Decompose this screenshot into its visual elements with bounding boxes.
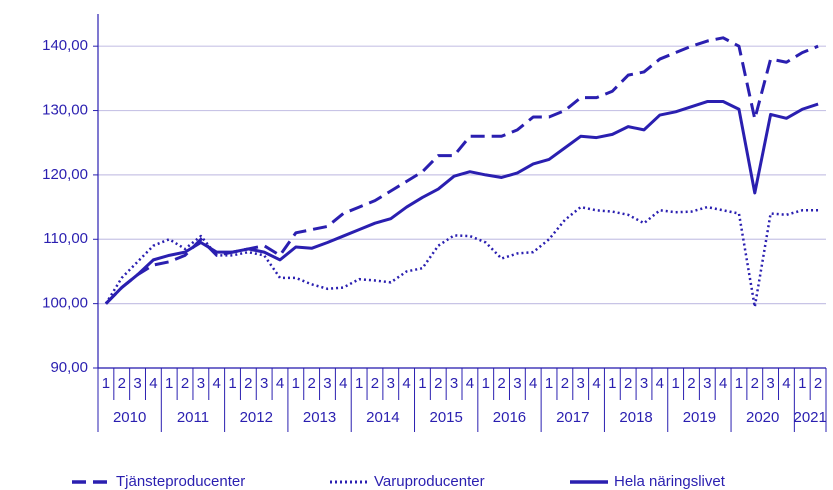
x-tick-label: 3	[577, 375, 585, 392]
x-tick-label: 3	[513, 375, 521, 392]
x-tick-label: 2	[751, 375, 759, 392]
series-line	[104, 36, 819, 305]
x-tick-label: 3	[260, 375, 268, 392]
series-line	[104, 100, 819, 305]
y-tick-label: 140,00	[42, 37, 88, 54]
year-label: 2010	[113, 409, 146, 426]
x-tick-label: 1	[545, 375, 553, 392]
year-label: 2012	[240, 409, 273, 426]
x-tick-label: 4	[402, 375, 410, 392]
x-tick-label: 2	[307, 375, 315, 392]
x-tick-label: 3	[197, 375, 205, 392]
x-tick-label: 3	[133, 375, 141, 392]
y-tick-label: 110,00	[43, 230, 88, 247]
x-tick-label: 2	[371, 375, 379, 392]
year-label: 2018	[619, 409, 652, 426]
x-tick-label: 2	[814, 375, 822, 392]
x-tick-label: 1	[482, 375, 490, 392]
year-label: 2016	[493, 409, 526, 426]
x-tick-label: 1	[671, 375, 679, 392]
x-tick-label: 4	[782, 375, 790, 392]
year-label: 2017	[556, 409, 589, 426]
x-tick-label: 2	[244, 375, 252, 392]
x-tick-label: 3	[703, 375, 711, 392]
x-tick-label: 2	[118, 375, 126, 392]
year-label: 2021	[793, 409, 826, 426]
x-tick-label: 4	[149, 375, 157, 392]
y-tick-label: 90,00	[50, 359, 88, 376]
x-tick-label: 4	[529, 375, 537, 392]
x-tick-label: 2	[181, 375, 189, 392]
year-label: 2015	[429, 409, 462, 426]
x-tick-label: 4	[276, 375, 284, 392]
x-tick-label: 4	[656, 375, 664, 392]
y-tick-label: 100,00	[42, 295, 88, 312]
x-tick-label: 3	[766, 375, 774, 392]
x-tick-label: 4	[339, 375, 347, 392]
x-tick-label: 2	[561, 375, 569, 392]
x-tick-label: 1	[608, 375, 616, 392]
x-tick-label: 2	[687, 375, 695, 392]
x-tick-label: 1	[102, 375, 110, 392]
x-tick-label: 1	[228, 375, 236, 392]
x-tick-label: 1	[735, 375, 743, 392]
x-tick-label: 4	[466, 375, 474, 392]
x-tick-label: 4	[719, 375, 727, 392]
x-tick-label: 2	[434, 375, 442, 392]
y-tick-label: 120,00	[42, 166, 88, 183]
legend-label: Tjänsteproducenter	[116, 473, 245, 490]
series-line	[104, 205, 819, 309]
legend-label: Varuproducenter	[374, 473, 485, 490]
x-tick-label: 1	[292, 375, 300, 392]
x-tick-label: 1	[165, 375, 173, 392]
x-tick-label: 1	[798, 375, 806, 392]
x-tick-label: 1	[355, 375, 363, 392]
year-label: 2020	[746, 409, 779, 426]
x-tick-label: 2	[497, 375, 505, 392]
year-label: 2013	[303, 409, 336, 426]
x-tick-label: 4	[213, 375, 221, 392]
x-tick-label: 3	[450, 375, 458, 392]
legend-label: Hela näringslivet	[614, 473, 726, 490]
x-tick-label: 1	[418, 375, 426, 392]
x-tick-label: 4	[592, 375, 600, 392]
x-tick-label: 3	[387, 375, 395, 392]
x-tick-label: 3	[323, 375, 331, 392]
y-tick-label: 130,00	[42, 102, 88, 119]
year-label: 2019	[683, 409, 716, 426]
year-label: 2011	[177, 409, 209, 426]
year-label: 2014	[366, 409, 399, 426]
x-tick-label: 3	[640, 375, 648, 392]
x-tick-label: 2	[624, 375, 632, 392]
